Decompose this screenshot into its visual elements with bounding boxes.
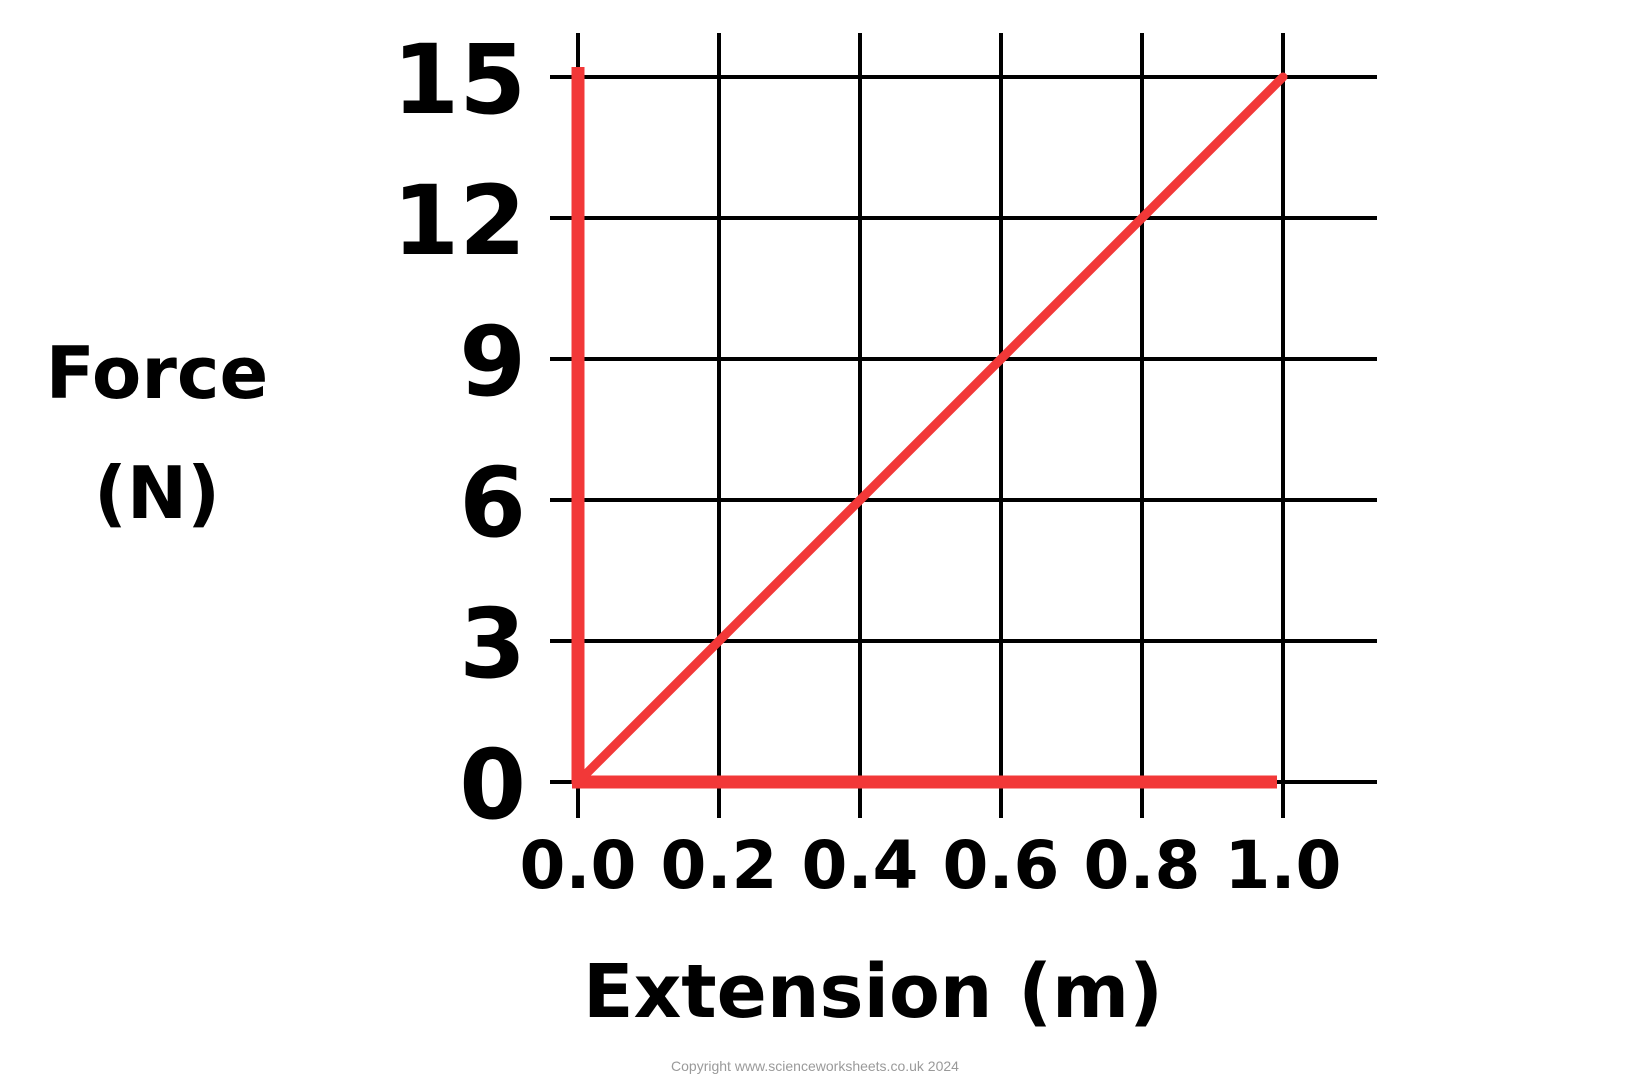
y-tick-label: 6 — [459, 447, 526, 559]
x-tick-label: 1.0 — [1225, 827, 1342, 904]
x-tick-labels: 0.0 0.2 0.4 0.6 0.8 1.0 — [520, 827, 1342, 904]
y-tick-label: 12 — [392, 165, 526, 277]
axes — [571, 67, 1277, 789]
series-line — [573, 72, 1288, 787]
y-axis-title-line-2: (N) — [94, 451, 220, 535]
x-axis-title: Extension (m) — [583, 949, 1163, 1035]
y-tick-label: 0 — [459, 729, 526, 841]
y-tick-label: 15 — [392, 24, 526, 136]
y-tick-labels: 0 3 6 9 12 15 — [392, 24, 526, 841]
x-tick-label: 0.2 — [661, 827, 778, 904]
x-tick-label: 0.4 — [802, 827, 919, 904]
x-tick-label: 0.8 — [1084, 827, 1201, 904]
y-tick-label: 3 — [459, 588, 526, 700]
series-group — [573, 72, 1288, 787]
x-tick-label: 0.6 — [943, 827, 1060, 904]
x-tick-label: 0.0 — [520, 827, 637, 904]
y-axis-title-line-1: Force — [46, 331, 269, 415]
y-tick-label: 9 — [459, 306, 526, 418]
grid-lines — [550, 33, 1377, 818]
copyright-notice: Copyright www.scienceworksheets.co.uk 20… — [671, 1058, 959, 1074]
